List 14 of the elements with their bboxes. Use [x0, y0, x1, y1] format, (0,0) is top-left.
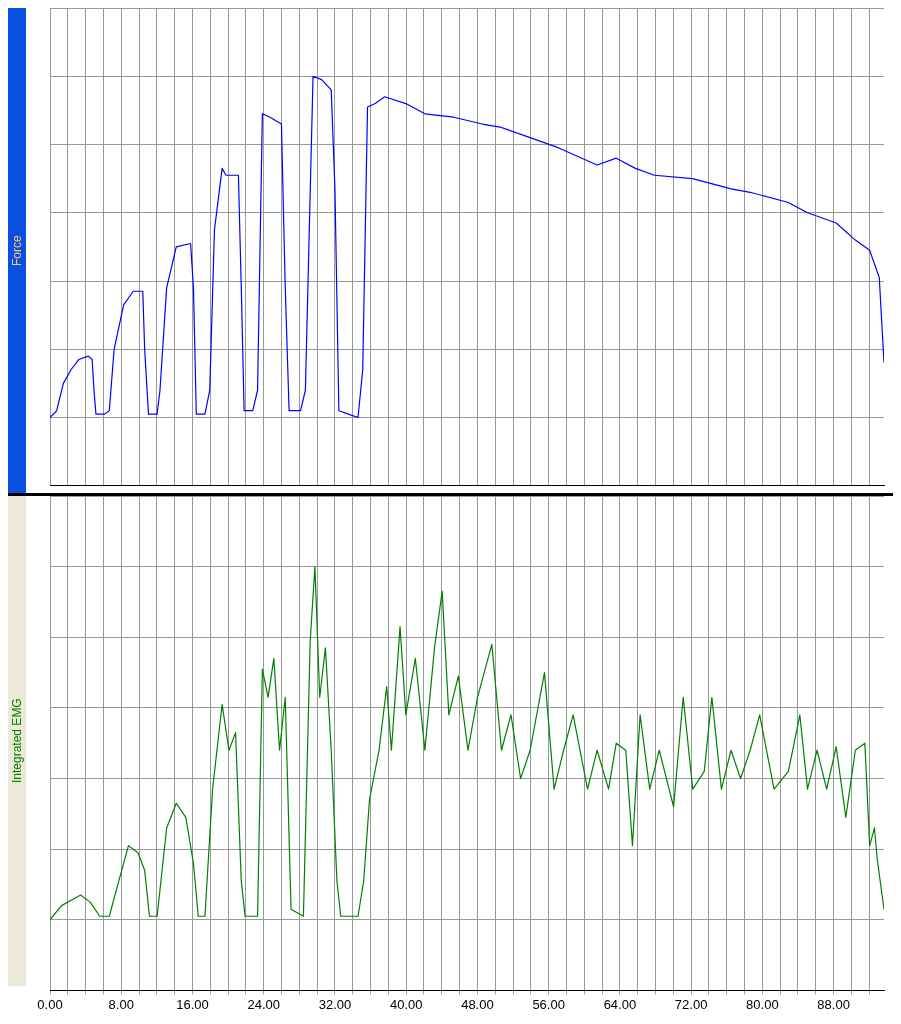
- x-tick-label: 64.00: [603, 996, 637, 1012]
- y-axis-title: Integrated EMG: [10, 698, 24, 784]
- x-tick-label: 32.00: [318, 996, 352, 1012]
- x-tick-label: 0.00: [37, 996, 63, 1012]
- x-tick-label: 56.00: [532, 996, 565, 1012]
- x-tick-label: 24.00: [247, 996, 280, 1012]
- x-tick-label: 72.00: [674, 996, 708, 1012]
- x-tick-label: 80.00: [746, 996, 779, 1012]
- x-tick-label: 16.00: [176, 996, 209, 1012]
- x-tick-label: 8.00: [108, 996, 134, 1012]
- x-tick-label: 40.00: [389, 996, 423, 1012]
- y-axis-title: Force: [10, 235, 24, 266]
- x-tick-label: 48.00: [461, 996, 494, 1012]
- x-tick-label: 88.00: [817, 996, 850, 1012]
